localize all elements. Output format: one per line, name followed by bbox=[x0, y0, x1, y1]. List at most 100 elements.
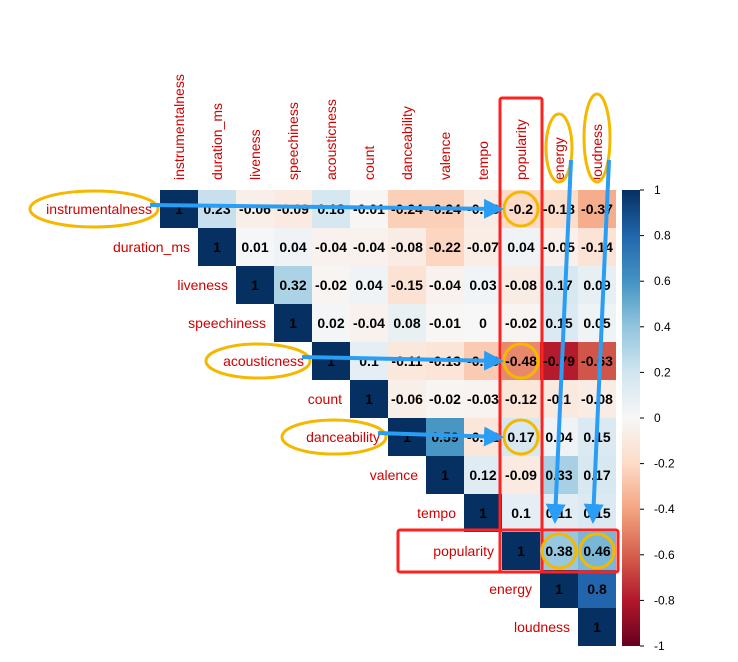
heatmap-cell bbox=[426, 380, 464, 418]
colorbar-tick-label: -0.8 bbox=[654, 593, 675, 607]
cell-value-label: 0.09 bbox=[583, 277, 610, 293]
cell-value-label: -0.03 bbox=[467, 391, 499, 407]
highlight-box-row bbox=[396, 528, 620, 574]
cell-value-label: 1 bbox=[251, 277, 259, 293]
cell-value-label: 0.1 bbox=[359, 353, 379, 369]
row-label: liveness bbox=[177, 277, 228, 293]
heatmap-cell bbox=[578, 304, 616, 342]
heatmap-cell bbox=[350, 342, 388, 380]
heatmap-cell bbox=[502, 380, 540, 418]
heatmap-cell bbox=[312, 228, 350, 266]
heatmap-cell bbox=[502, 266, 540, 304]
heatmap-cell bbox=[350, 228, 388, 266]
cell-value-label: -0.02 bbox=[429, 391, 461, 407]
heatmap-cell bbox=[502, 494, 540, 532]
colorbar-tick-label: -0.4 bbox=[654, 502, 675, 516]
cell-value-label: 1 bbox=[213, 239, 221, 255]
row-label: danceability bbox=[306, 429, 380, 445]
cell-value-label: 0.11 bbox=[546, 505, 573, 521]
cell-value-label: 1 bbox=[555, 581, 563, 597]
heatmap-cell bbox=[540, 266, 578, 304]
cell-value-label: 1 bbox=[479, 505, 487, 521]
heatmap-cell bbox=[198, 228, 236, 266]
cell-value-label: 0.15 bbox=[545, 315, 572, 331]
cell-value-label: 0.01 bbox=[241, 239, 268, 255]
heatmap-cell bbox=[274, 304, 312, 342]
cell-value-label: 1 bbox=[403, 429, 411, 445]
heatmap-cell bbox=[464, 304, 502, 342]
colorbar-tick-label: 0.6 bbox=[654, 274, 671, 288]
cell-value-label: 0.03 bbox=[469, 277, 496, 293]
heatmap-cell bbox=[464, 456, 502, 494]
cell-value-label: 0.32 bbox=[279, 277, 306, 293]
heatmap-cell bbox=[236, 228, 274, 266]
heatmap-cell bbox=[578, 266, 616, 304]
cell-value-label: -0.09 bbox=[505, 467, 537, 483]
cell-value-label: 0.1 bbox=[511, 505, 531, 521]
row-label: popularity bbox=[433, 543, 494, 559]
colorbar-tick-label: 0 bbox=[654, 411, 661, 425]
cell-value-label: -0.15 bbox=[391, 277, 423, 293]
cell-value-label: -0.79 bbox=[543, 353, 575, 369]
cell-value-label: -0.12 bbox=[505, 391, 537, 407]
cell-value-label: 0.04 bbox=[507, 239, 534, 255]
heatmap-cell bbox=[236, 190, 274, 228]
heatmap-cell bbox=[540, 304, 578, 342]
cell-highlight-circle bbox=[502, 418, 540, 456]
colorbar-tick-label: 0.8 bbox=[654, 229, 671, 243]
cell-value-label: 0.08 bbox=[393, 315, 420, 331]
heatmap-cell bbox=[464, 266, 502, 304]
cell-value-label: 1 bbox=[175, 201, 183, 217]
cell-value-label: -0.2 bbox=[509, 201, 533, 217]
heatmap-cell bbox=[160, 190, 198, 228]
row-label: loudness bbox=[514, 619, 570, 635]
cell-value-label: -0.22 bbox=[429, 239, 461, 255]
cell-value-label: 1 bbox=[327, 353, 335, 369]
annotation-arrow bbox=[301, 350, 504, 371]
column-label: energy bbox=[551, 137, 567, 180]
heatmap-cell bbox=[540, 228, 578, 266]
colorbar-gradient bbox=[622, 190, 640, 646]
heatmap-cell bbox=[426, 266, 464, 304]
heatmap-cell bbox=[464, 380, 502, 418]
cell-value-label: -0.14 bbox=[581, 239, 613, 255]
heatmap-cell bbox=[312, 342, 350, 380]
annotation-arrow bbox=[545, 159, 573, 524]
cell-value-label: 0.17 bbox=[583, 467, 610, 483]
heatmap-cell bbox=[350, 266, 388, 304]
cell-value-label: -0.06 bbox=[391, 391, 423, 407]
cell-highlight-circle bbox=[502, 342, 540, 380]
label-highlight-circle bbox=[544, 112, 574, 184]
cell-value-label: 0.17 bbox=[545, 277, 572, 293]
cell-value-label: -0.09 bbox=[277, 201, 309, 217]
cell-value-label: 0.33 bbox=[545, 467, 572, 483]
heatmap-cell bbox=[388, 266, 426, 304]
heatmap-cell bbox=[540, 190, 578, 228]
cell-value-label: -0.08 bbox=[391, 239, 423, 255]
cell-value-label: 0.46 bbox=[583, 543, 610, 559]
label-highlight-circle bbox=[204, 342, 312, 380]
label-highlight-circle bbox=[28, 189, 160, 229]
heatmap-cell bbox=[388, 418, 426, 456]
row-label: acousticness bbox=[223, 353, 304, 369]
column-label: speechiness bbox=[285, 102, 301, 180]
column-label: danceability bbox=[399, 106, 415, 180]
cell-value-label: 0.12 bbox=[469, 467, 496, 483]
heatmap-cell bbox=[578, 342, 616, 380]
heatmap-cell bbox=[312, 266, 350, 304]
heatmap-cell bbox=[578, 228, 616, 266]
cell-value-label: -0.02 bbox=[505, 315, 537, 331]
heatmap-cell bbox=[312, 304, 350, 342]
heatmap-cell bbox=[464, 494, 502, 532]
heatmap-cell bbox=[502, 228, 540, 266]
cell-value-label: 0.23 bbox=[203, 201, 230, 217]
column-label: tempo bbox=[475, 141, 491, 180]
cell-value-label: 0.02 bbox=[317, 315, 344, 331]
cells-layer: 10.23-0.06-0.090.18-0.01-0.24-0.24-0.08-… bbox=[160, 190, 616, 646]
cell-value-label: 0.05 bbox=[583, 315, 610, 331]
annotation-arrow bbox=[377, 426, 504, 447]
annotation-arrow bbox=[149, 198, 504, 219]
heatmap-cell bbox=[236, 266, 274, 304]
colorbar-tick-label: 1 bbox=[654, 183, 661, 197]
heatmap-cell bbox=[388, 380, 426, 418]
